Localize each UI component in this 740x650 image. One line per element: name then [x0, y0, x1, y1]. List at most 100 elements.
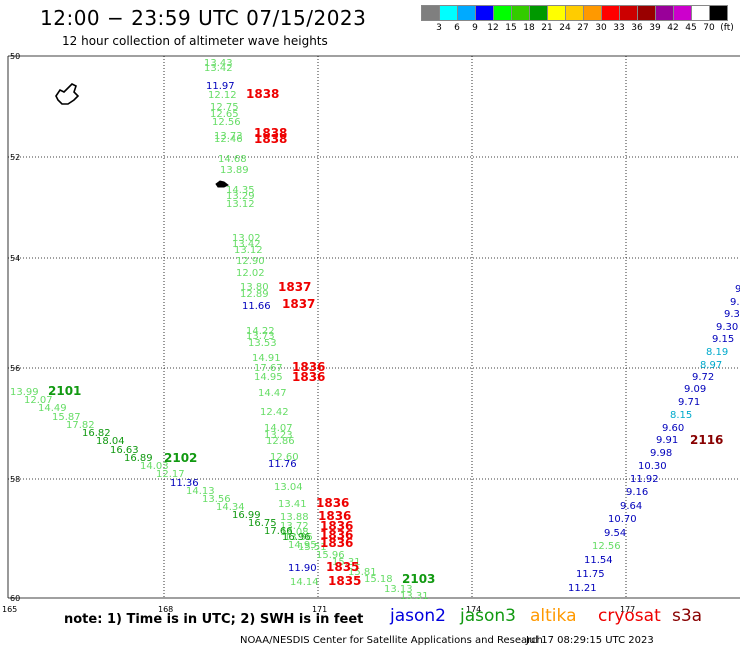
pass-time-label: 1838	[254, 126, 287, 140]
wave-height-value: 13.42	[232, 239, 261, 250]
wave-height-value: 9.60	[662, 423, 684, 434]
wave-height-value: 12.12	[208, 90, 237, 101]
wave-height-value: 13.56	[202, 494, 231, 505]
wave-height-value: 13.02	[232, 233, 261, 244]
satellite-name: jason2	[390, 606, 446, 626]
wave-height-value: 10.70	[608, 514, 637, 525]
wave-height-value: 13.72	[280, 521, 309, 532]
wave-height-value: 14.03	[140, 461, 169, 472]
pass-time-label: 1835	[326, 560, 359, 574]
map-title: 12:00 − 23:59 UTC 07/15/2023	[40, 6, 367, 30]
wave-height-value: 12.75	[210, 102, 239, 113]
wave-height-value: 13.73	[246, 331, 275, 342]
wave-height-value: 14.91	[252, 353, 281, 364]
wave-height-value: 16.75	[248, 518, 277, 529]
lat-label: 58	[10, 475, 20, 484]
wave-height-value: 13.12	[234, 245, 263, 256]
pass-time-label: 1837	[278, 280, 311, 294]
pass-time-label: 2116	[690, 433, 723, 447]
lon-label: 165	[2, 605, 17, 614]
wave-height-value: 12.60	[270, 452, 299, 463]
wave-height-value: 12.02	[236, 268, 265, 279]
legend-label: 45	[685, 23, 697, 33]
wave-height-value: 9.98	[650, 448, 672, 459]
wave-height-value: 13.31	[400, 591, 429, 602]
lat-label: 56	[10, 364, 20, 373]
wave-height-value: 12.46	[214, 134, 243, 145]
legend-label: 6	[454, 23, 460, 33]
legend-label: 15	[505, 23, 517, 33]
wave-height-value: 13.53	[248, 338, 277, 349]
wave-height-value: 8.19	[706, 347, 728, 358]
wave-height-value: 18.04	[96, 436, 125, 447]
wave-height-value: 12.86	[266, 436, 295, 447]
pass-time-label: 2102	[164, 451, 197, 465]
lon-label: 174	[466, 605, 481, 614]
wave-height-value: 12.42	[260, 407, 289, 418]
lon-label: 168	[158, 605, 173, 614]
legend-swatch	[709, 5, 728, 21]
pass-time-label: 1836	[320, 519, 353, 533]
wave-height-value: 13.73	[214, 131, 243, 142]
wave-height-readings: 13.4313.4211.9712.1212.7512.6512.5613.73…	[10, 58, 740, 602]
wave-height-value: 13.43	[204, 58, 233, 69]
pass-time-label: 1836	[318, 509, 351, 523]
wave-height-value: 12.07	[24, 395, 53, 406]
wave-height-value: 11.92	[630, 474, 659, 485]
pass-time-label: 1836	[320, 536, 353, 550]
wave-height-value: 11.97	[206, 81, 235, 92]
wave-height-value: 16.63	[110, 445, 139, 456]
wave-height-value: 14.95	[254, 372, 283, 383]
legend-label: 36	[631, 23, 643, 33]
wave-height-value: 11.21	[568, 583, 597, 594]
wave-height-value: 11.75	[576, 569, 605, 580]
wave-height-value: 9.	[735, 284, 740, 295]
wave-height-value: 11.66	[242, 301, 271, 312]
lat-label: 50	[10, 52, 20, 61]
lon-label: 177	[620, 605, 635, 614]
pass-time-label: 2103	[402, 572, 435, 586]
wave-height-value: 11.76	[268, 459, 297, 470]
wave-height-value: 12.89	[240, 289, 269, 300]
coastline	[55, 83, 229, 188]
wave-height-value: 14.34	[216, 502, 245, 513]
wave-height-value: 15.51	[298, 542, 327, 553]
wave-height-value: 8.15	[670, 410, 692, 421]
wave-height-value: 14.13	[186, 486, 215, 497]
pass-time-label: 1838	[246, 87, 279, 101]
wave-height-value: 16.99	[232, 510, 261, 521]
lon-label: 171	[312, 605, 327, 614]
pass-time-label: 1837	[282, 297, 315, 311]
wave-height-value: 13.56	[284, 532, 313, 543]
wave-height-value: 13.41	[278, 499, 307, 510]
legend-label: 27	[577, 23, 589, 33]
wave-height-value: 9.71	[678, 397, 700, 408]
wave-height-value: 13.13	[384, 584, 413, 595]
satellite-name: cryosat	[598, 606, 661, 626]
legend-label: 70	[703, 23, 715, 33]
wave-height-value: 9.09	[684, 384, 706, 395]
wave-height-value: 17.82	[66, 420, 95, 431]
wave-height-value: 8.97	[700, 360, 722, 371]
footer-note: note: 1) Time is in UTC; 2) SWH is in fe…	[64, 612, 364, 627]
pass-time-label: 1836	[316, 496, 349, 510]
lat-label: 54	[10, 254, 20, 263]
pass-time-label: 2101	[48, 384, 81, 398]
legend-label: (ft)	[720, 23, 734, 33]
wave-height-value: 14.95	[288, 540, 317, 551]
wave-height-value: 17.67	[254, 363, 283, 374]
legend-label: 9	[472, 23, 478, 33]
wave-height-value: 9.15	[712, 334, 734, 345]
color-legend: 3 6 9 12 15 18 21 24 27 30 33 36 39 42 45 70 (ft)	[421, 5, 734, 37]
wave-height-value: 17.66	[264, 526, 293, 537]
legend-label: 18	[523, 23, 535, 33]
wave-height-value: 9.30	[716, 322, 738, 333]
map-subtitle: 12 hour collection of altimeter wave hei…	[62, 34, 328, 48]
wave-height-value: 13.29	[226, 191, 255, 202]
wave-height-value: 16.96	[282, 532, 311, 543]
wave-height-value: 9.64	[620, 501, 642, 512]
pass-time-label: 1836	[292, 370, 325, 384]
wave-height-value: 11.90	[288, 563, 317, 574]
pass-time-label: 1836	[320, 528, 353, 542]
